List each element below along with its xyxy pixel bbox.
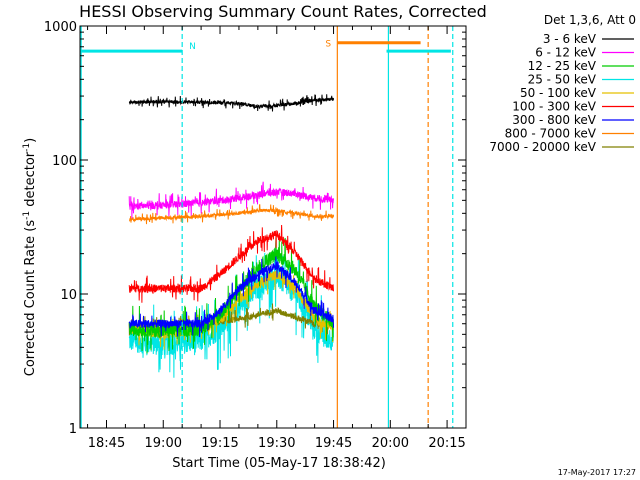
x-tick-label-5: 20:00 <box>372 436 409 451</box>
plot-frame <box>79 25 467 429</box>
y-label-mid: detector <box>23 151 38 211</box>
x-tick-label-4: 19:45 <box>315 436 352 451</box>
x-tick-label-0: 18:45 <box>88 436 125 451</box>
legend-label-1: 6 - 12 keV <box>535 46 597 60</box>
y-tick-label-1: 10 <box>60 288 77 303</box>
legend-label-7: 800 - 7000 keV <box>505 127 597 141</box>
x-tick-label-2: 19:15 <box>201 436 238 451</box>
series-trace-1 <box>128 181 334 219</box>
series-trace-0 <box>128 94 334 112</box>
y-tick-label-0: 1 <box>69 422 77 437</box>
axes: 1 10 100 1000 18:45 19:00 19:15 19:30 19:45 20:00… <box>44 20 467 451</box>
legend-title: Det 1,3,6, Att 0 <box>544 13 636 27</box>
legend-label-3: 25 - 50 keV <box>528 73 597 87</box>
series-trace-6 <box>128 256 334 338</box>
timestamp: 17-May-2017 17:27 <box>558 468 636 477</box>
y-label-end: ) <box>23 138 38 143</box>
legend-label-0: 3 - 6 keV <box>543 32 597 46</box>
series-trace-5 <box>128 224 334 303</box>
y-label-exp1: -1 <box>22 211 32 220</box>
night-label: N <box>189 42 196 52</box>
legend-label-8: 7000 - 20000 keV <box>489 140 596 154</box>
x-tick-label-6: 20:15 <box>428 436 465 451</box>
x-tick-label-1: 19:00 <box>145 436 182 451</box>
y-tick-label-3: 1000 <box>44 20 77 35</box>
series-trace-7 <box>128 204 334 225</box>
legend-label-5: 100 - 300 keV <box>512 100 596 114</box>
legend-label-2: 12 - 25 keV <box>528 59 597 73</box>
x-tick-label-3: 19:30 <box>258 436 295 451</box>
legend-label-4: 50 - 100 keV <box>520 86 597 100</box>
y-tick-label-2: 100 <box>52 154 77 169</box>
chart-title: HESSI Observing Summary Count Rates, Cor… <box>79 2 487 21</box>
legend-label-6: 300 - 800 keV <box>512 113 596 127</box>
y-axis-label: Corrected Count Rate (s-1 detector-1) <box>22 138 38 376</box>
x-axis-label: Start Time (05-May-17 18:38:42) <box>172 456 386 471</box>
y-label-main: Corrected Count Rate (s <box>23 220 38 377</box>
y-label-exp2: -1 <box>22 143 32 152</box>
saa-label: S <box>325 40 331 50</box>
